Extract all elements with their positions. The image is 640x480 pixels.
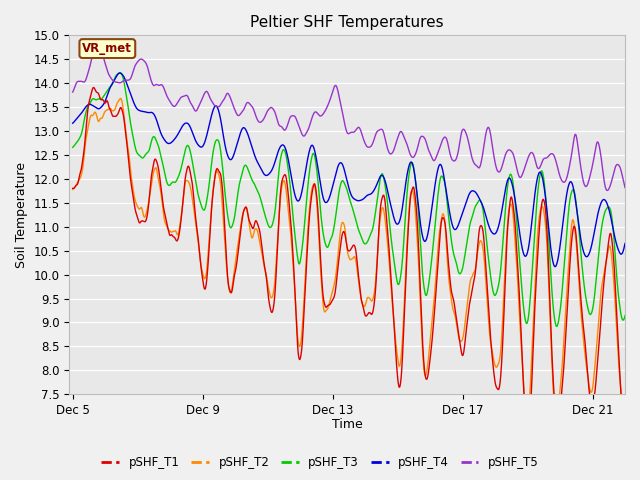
Title: Peltier SHF Temperatures: Peltier SHF Temperatures xyxy=(250,15,444,30)
Text: VR_met: VR_met xyxy=(83,42,132,55)
Legend: pSHF_T1, pSHF_T2, pSHF_T3, pSHF_T4, pSHF_T5: pSHF_T1, pSHF_T2, pSHF_T3, pSHF_T4, pSHF… xyxy=(97,452,543,474)
X-axis label: Time: Time xyxy=(332,419,363,432)
Y-axis label: Soil Temperature: Soil Temperature xyxy=(15,162,28,268)
